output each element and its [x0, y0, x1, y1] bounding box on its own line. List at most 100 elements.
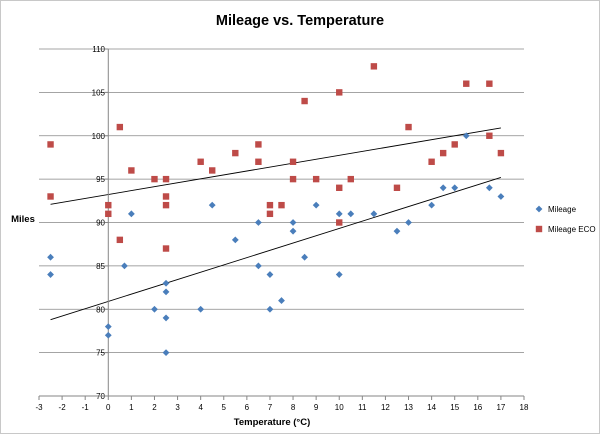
x-tick-label: -2: [59, 403, 67, 412]
x-tick-label: -3: [35, 403, 43, 412]
legend-marker: [535, 205, 543, 213]
y-tick-label: 75: [96, 349, 105, 358]
mileage-point: [47, 271, 54, 278]
mileage-point: [451, 184, 459, 192]
mileage-eco-point: [393, 184, 401, 191]
mileage-point: [197, 305, 205, 313]
mileage-eco-point: [209, 167, 216, 174]
mileage-point: [255, 262, 262, 270]
mileage-point: [104, 323, 112, 330]
x-tick-label: 7: [268, 403, 273, 412]
x-tick-label: 0: [106, 403, 111, 412]
x-tick-label: 17: [496, 403, 505, 412]
mileage-point: [255, 219, 262, 226]
mileage-point: [428, 201, 436, 209]
mileage-eco-point: [162, 201, 170, 209]
mileage-eco-point: [162, 175, 170, 183]
mileage-point: [278, 297, 285, 304]
mileage-point: [162, 288, 170, 296]
x-tick-label: 15: [450, 403, 459, 412]
mileage-eco-point: [289, 175, 297, 183]
mileage-eco-point: [428, 158, 435, 165]
mileage-eco-point: [162, 245, 170, 252]
x-tick-label: 9: [314, 403, 319, 412]
mileage-point: [335, 271, 343, 278]
mileage-eco-point: [197, 158, 204, 165]
y-tick-label: 80: [96, 305, 105, 314]
x-tick-label: 3: [175, 403, 180, 412]
mileage-eco-point: [105, 210, 112, 218]
mileage-eco-point: [301, 97, 308, 105]
trendline: [50, 176, 502, 321]
x-tick-label: 6: [245, 403, 250, 412]
mileage-point: [405, 219, 412, 226]
mileage-point: [208, 201, 216, 209]
mileage-eco-point: [116, 123, 124, 131]
x-tick-label: 2: [152, 403, 157, 412]
mileage-eco-point: [105, 201, 112, 209]
mileage-eco-point: [439, 149, 447, 157]
mileage-point: [301, 253, 308, 261]
mileage-point: [162, 349, 170, 357]
y-tick-label: 95: [96, 175, 105, 184]
mileage-eco-point: [312, 175, 320, 183]
y-tick-label: 105: [92, 88, 106, 97]
mileage-point: [289, 227, 297, 235]
mileage-point: [162, 279, 170, 287]
mileage-point: [151, 305, 158, 313]
mileage-point: [393, 227, 401, 235]
mileage-eco-point: [370, 63, 378, 70]
mileage-eco-point: [336, 184, 343, 191]
mileage-point: [121, 262, 128, 270]
mileage-point: [485, 184, 493, 192]
x-tick-label: 1: [129, 403, 134, 412]
mileage-eco-point: [463, 80, 470, 87]
mileage-eco-point: [232, 149, 239, 157]
x-tick-label: 16: [473, 403, 482, 412]
mileage-eco-point: [347, 175, 354, 183]
mileage-eco-point: [336, 89, 343, 96]
x-tick-label: 4: [198, 403, 203, 412]
x-axis-title: Temperature (°C): [234, 417, 310, 428]
x-tick-label: 18: [520, 403, 529, 412]
trendlines: [50, 127, 502, 321]
mileage-point: [370, 210, 378, 218]
mileage-eco-point: [486, 132, 493, 139]
y-tick-label: 110: [92, 45, 105, 54]
trendline: [50, 127, 501, 205]
mileage-point: [289, 219, 297, 226]
x-tick-label: -1: [82, 403, 90, 412]
legend-label: Mileage: [548, 205, 577, 214]
mileage-eco-point: [47, 141, 54, 148]
mileage-point: [127, 210, 135, 218]
x-tick-label: 13: [404, 403, 413, 412]
y-axis-title: Miles: [11, 214, 35, 225]
y-tick-label: 90: [96, 219, 105, 228]
y-tick-label: 100: [92, 132, 106, 141]
data-points: [47, 63, 505, 357]
mileage-eco-point: [128, 167, 135, 174]
x-tick-label: 8: [291, 403, 296, 412]
mileage-eco-point: [486, 80, 493, 87]
mileage-eco-point: [266, 201, 274, 209]
y-tick-label: 85: [96, 262, 105, 271]
mileage-eco-point: [266, 210, 274, 218]
mileage-eco-point: [405, 123, 412, 131]
mileage-point: [347, 210, 355, 218]
mileage-point: [47, 253, 54, 261]
mileage-eco-point: [162, 193, 170, 200]
mileage-point: [266, 271, 274, 278]
mileage-point: [231, 236, 239, 244]
legend: Mileage Mileage ECO: [535, 205, 596, 234]
mileage-point: [462, 132, 470, 140]
mileage-eco-point: [289, 158, 297, 165]
x-tick-label: 14: [427, 403, 436, 412]
x-tick-label: 12: [381, 403, 390, 412]
mileage-eco-point: [151, 175, 158, 183]
x-tick-label: 11: [358, 403, 367, 412]
mileage-point: [312, 201, 320, 209]
mileage-eco-point: [336, 219, 343, 226]
